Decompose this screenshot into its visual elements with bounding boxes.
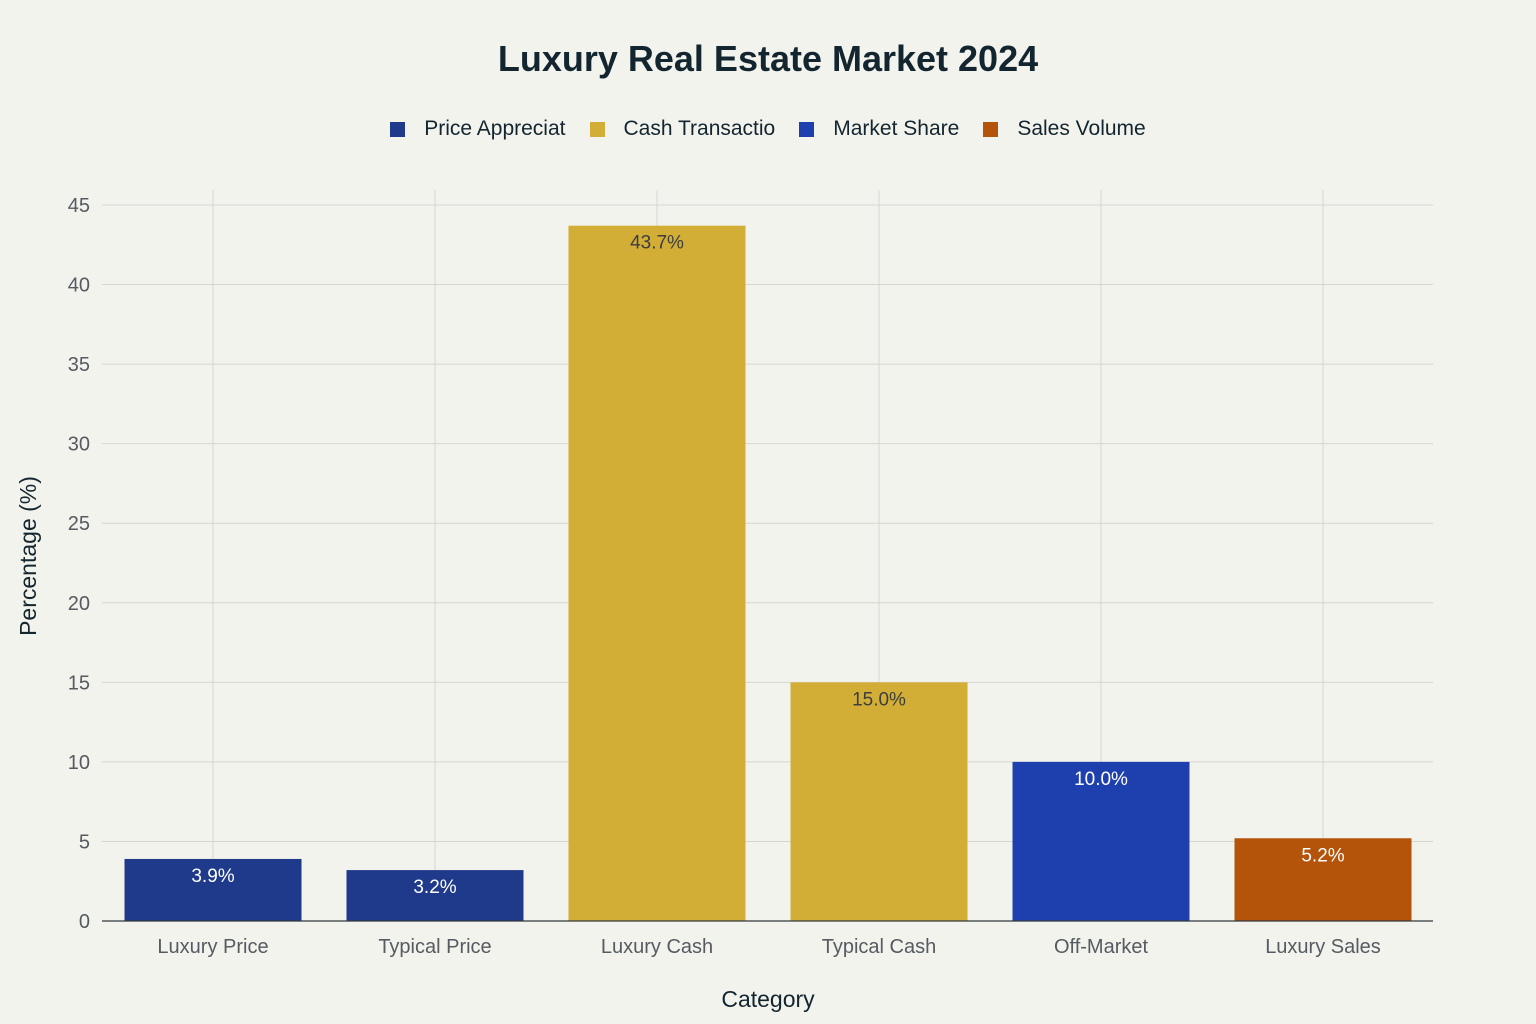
grid bbox=[102, 190, 1433, 921]
bar-typical-cash[interactable] bbox=[790, 682, 968, 921]
y-tick-label: 40 bbox=[68, 275, 90, 297]
y-tick-label: 30 bbox=[68, 434, 90, 456]
bar-luxury-sales[interactable] bbox=[1234, 838, 1412, 921]
y-tick-label: 35 bbox=[68, 354, 90, 376]
legend-label: Cash Transactio bbox=[623, 117, 776, 140]
data-label: 3.2% bbox=[413, 877, 456, 898]
legend-item-sales-volume[interactable]: Sales Volume bbox=[983, 117, 1146, 141]
data-label: 15.0% bbox=[852, 689, 906, 710]
axes: 0 5 10 15 20 25 30 35 40 45 Luxury Price Typical Pr… bbox=[68, 195, 1433, 958]
legend-swatch bbox=[589, 121, 605, 137]
y-tick-label: 45 bbox=[68, 195, 90, 217]
x-tick-label: Off-Market bbox=[1054, 936, 1149, 958]
x-tick-label: Typical Cash bbox=[822, 936, 937, 958]
legend-item-cash-transactions[interactable]: Cash Transactio bbox=[589, 117, 776, 141]
legend-label: Sales Volume bbox=[1017, 117, 1146, 140]
legend-item-market-share[interactable]: Market Share bbox=[799, 117, 959, 141]
legend-swatch bbox=[983, 121, 999, 137]
data-label: 5.2% bbox=[1301, 845, 1344, 866]
legend-swatch bbox=[799, 121, 815, 137]
legend-item-price-appreciation[interactable]: Price Appreciat bbox=[390, 117, 566, 141]
y-tick-label: 15 bbox=[68, 672, 90, 694]
y-axis-title: Percentage (%) bbox=[15, 476, 41, 636]
x-tick-label: Luxury Price bbox=[157, 936, 268, 958]
legend-label: Price Appreciat bbox=[424, 117, 566, 140]
bar-typical-price[interactable] bbox=[346, 870, 524, 921]
legend-swatch bbox=[390, 121, 406, 137]
legend: Price Appreciat Cash Transactio Market S… bbox=[0, 117, 1536, 141]
y-tick-label: 10 bbox=[68, 752, 90, 774]
x-tick-label: Typical Price bbox=[378, 936, 491, 958]
bar-off-market[interactable] bbox=[1012, 761, 1190, 921]
chart-title: Luxury Real Estate Market 2024 bbox=[497, 38, 1039, 79]
data-label: 3.9% bbox=[191, 866, 234, 887]
y-tick-label: 0 bbox=[79, 911, 90, 933]
bar-luxury-price[interactable] bbox=[124, 858, 302, 921]
data-label: 43.7% bbox=[630, 233, 684, 254]
bar-luxury-cash[interactable] bbox=[568, 225, 746, 921]
x-axis-title: Category bbox=[721, 986, 815, 1012]
y-tick-label: 5 bbox=[79, 831, 90, 853]
bars: 3.9% 3.2% 43.7% 15.0% 10.0% 5.2% bbox=[124, 225, 1412, 921]
y-tick-label: 20 bbox=[68, 593, 90, 615]
x-tick-label: Luxury Sales bbox=[1265, 936, 1381, 958]
data-label: 10.0% bbox=[1074, 769, 1128, 790]
legend-label: Market Share bbox=[833, 117, 960, 140]
y-tick-label: 25 bbox=[68, 513, 90, 535]
x-tick-label: Luxury Cash bbox=[601, 936, 713, 958]
